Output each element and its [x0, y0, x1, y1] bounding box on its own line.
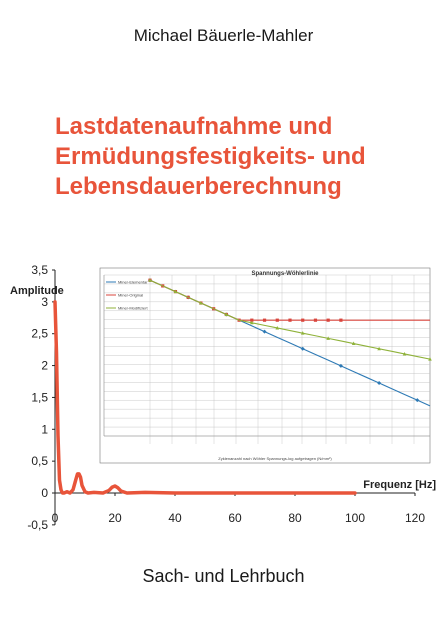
inset-legend-label: Miner-Elementar — [118, 280, 148, 285]
woehler-inset-chart: Spannungs-Wöhlerlinie Zyklenanzahl nach W… — [99, 267, 432, 464]
y-tick-label: 3 — [41, 295, 48, 309]
inset-point — [377, 346, 381, 351]
inset-point — [250, 318, 254, 322]
y-tick-label: 2,5 — [31, 327, 48, 341]
inset-point — [300, 346, 305, 351]
inset-point — [250, 320, 254, 325]
title-line-1: Lastdatenaufnahme und — [55, 113, 333, 140]
x-tick-label: 60 — [228, 511, 242, 525]
inset-point — [275, 318, 279, 322]
inset-point — [173, 289, 178, 294]
y-tick-label: 1 — [41, 422, 48, 436]
y-tick-label: 1,5 — [31, 390, 48, 404]
inset-point — [301, 318, 305, 322]
inset-point — [326, 318, 330, 322]
main-chart-curve-layer — [53, 300, 357, 495]
inset-frame — [99, 267, 431, 464]
inset-point — [377, 381, 382, 386]
x-tick-label: 120 — [405, 511, 425, 525]
y-tick-label: 2 — [41, 359, 48, 373]
inset-point — [338, 363, 343, 368]
inset-point — [351, 341, 356, 346]
y-tick-label: 3,5 — [31, 263, 48, 277]
main-chart-axes: -0,5 0 0,5 1 1,5 2 2,5 3 3,5 0 20 40 60 80 100 120 Ampli… — [10, 263, 436, 532]
inset-legend-label: Miner-Original — [118, 293, 143, 298]
inset-series-line — [149, 279, 431, 360]
inset-point — [148, 278, 152, 282]
amplitude-curve — [53, 300, 357, 495]
title-line-3: Lebensdauerberechnung — [55, 173, 342, 200]
inset-point — [415, 398, 420, 403]
inset-x-axis-label: Zyklenanzahl nach Wöhler Spannungs-log a… — [218, 456, 332, 461]
inset-point — [402, 351, 407, 356]
book-title: Lastdatenaufnahme und Ermüdungsfestigkei… — [55, 112, 435, 202]
title-line-2: Ermüdungsfestigkeits- und — [55, 143, 366, 170]
inset-point — [428, 357, 432, 361]
author-name: Michael Bäuerle-Mahler — [133, 26, 314, 45]
inset-point — [313, 318, 318, 322]
inset-point — [326, 336, 330, 340]
x-tick-label: 100 — [345, 511, 365, 525]
inset-point — [300, 331, 305, 335]
y-tick-label: -0,5 — [27, 518, 48, 532]
inset-point — [224, 312, 229, 316]
inset-point — [199, 301, 203, 305]
x-axis-label: Frequenz [Hz] — [363, 479, 436, 491]
x-tick-label: 20 — [108, 511, 122, 525]
inset-legend-label: Miner-Modifiziert — [118, 306, 148, 311]
x-tick-label: 40 — [168, 511, 182, 525]
y-tick-label: 0 — [41, 486, 48, 500]
inset-point — [288, 318, 292, 322]
inset-point — [339, 318, 343, 322]
inset-point — [262, 329, 267, 334]
inset-point — [262, 318, 267, 322]
x-tick-label: 0 — [52, 511, 59, 525]
y-tick-label: 0,5 — [31, 454, 48, 468]
inset-title: Spannungs-Wöhlerlinie — [252, 271, 320, 277]
book-subtitle: Sach- und Lehrbuch — [142, 566, 305, 586]
y-axis-label: Amplitude — [10, 285, 64, 297]
x-tick-label: 80 — [288, 511, 302, 525]
inset-point — [275, 325, 280, 330]
